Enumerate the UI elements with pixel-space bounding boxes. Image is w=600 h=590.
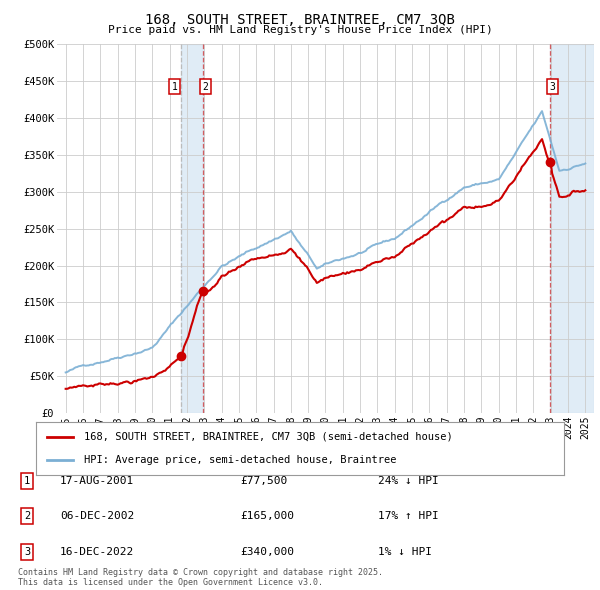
Text: 24% ↓ HPI: 24% ↓ HPI [378,476,439,486]
Text: 168, SOUTH STREET, BRAINTREE, CM7 3QB (semi-detached house): 168, SOUTH STREET, BRAINTREE, CM7 3QB (s… [83,432,452,442]
Text: 2: 2 [203,81,208,91]
Text: 17-AUG-2001: 17-AUG-2001 [60,476,134,486]
Text: 3: 3 [550,81,556,91]
Text: £165,000: £165,000 [240,512,294,521]
Text: 16-DEC-2022: 16-DEC-2022 [60,547,134,556]
Text: 2: 2 [24,512,30,521]
Text: 168, SOUTH STREET, BRAINTREE, CM7 3QB: 168, SOUTH STREET, BRAINTREE, CM7 3QB [145,13,455,27]
Text: 3: 3 [24,547,30,556]
Text: 1: 1 [172,81,178,91]
Text: £77,500: £77,500 [240,476,287,486]
Text: 17% ↑ HPI: 17% ↑ HPI [378,512,439,521]
Text: 06-DEC-2002: 06-DEC-2002 [60,512,134,521]
Bar [181,44,203,413]
Bar [550,44,594,413]
Text: 1: 1 [24,476,30,486]
Text: HPI: Average price, semi-detached house, Braintree: HPI: Average price, semi-detached house,… [83,455,396,465]
Text: £340,000: £340,000 [240,547,294,556]
Text: Contains HM Land Registry data © Crown copyright and database right 2025.
This d: Contains HM Land Registry data © Crown c… [18,568,383,587]
Text: 1% ↓ HPI: 1% ↓ HPI [378,547,432,556]
Text: Price paid vs. HM Land Registry's House Price Index (HPI): Price paid vs. HM Land Registry's House … [107,25,493,35]
